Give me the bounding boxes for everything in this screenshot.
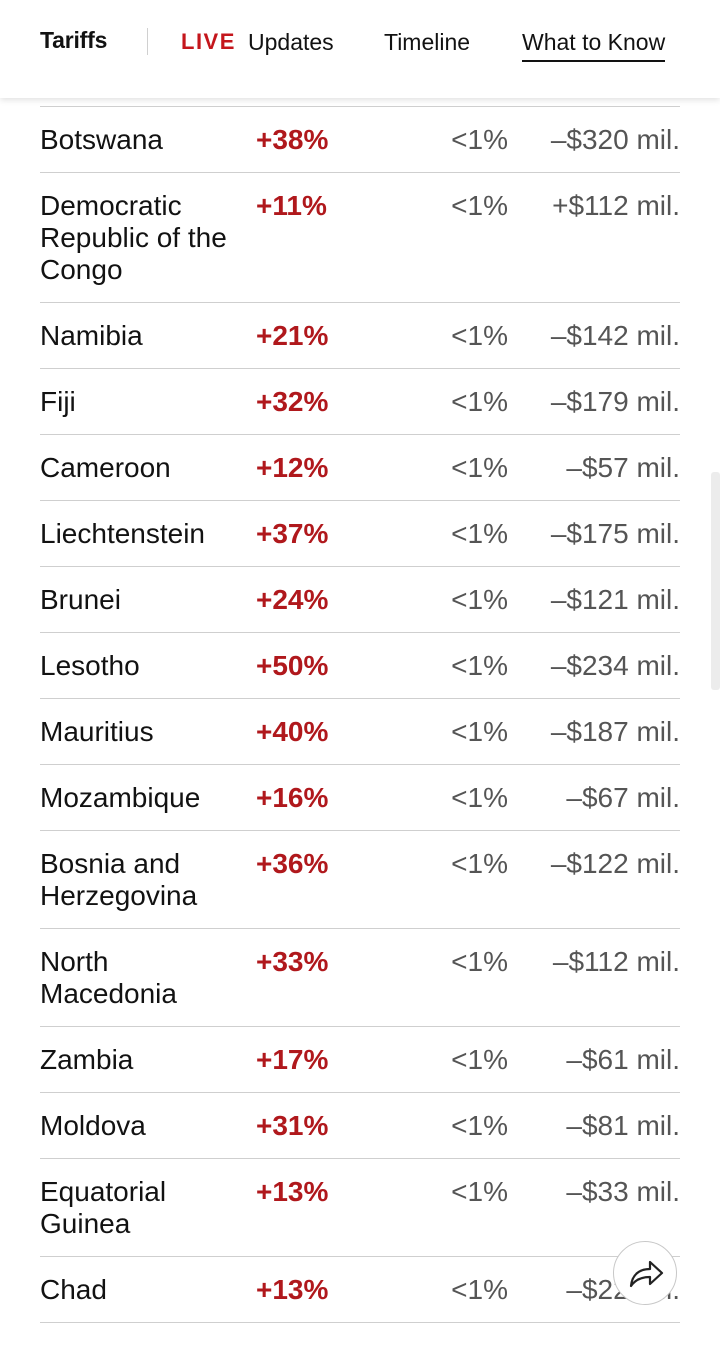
top-navigation: Tariffs LIVE Updates Timeline What to Kn…	[0, 0, 720, 98]
trade-impact: –$234 mil.	[550, 650, 680, 681]
import-share: <1%	[451, 1110, 508, 1141]
country-name: Mauritius	[40, 716, 154, 747]
country-name: Brunei	[40, 584, 121, 615]
tariff-change: +40%	[256, 716, 329, 747]
table-row: Chad+13%<1%–$22 mil.	[40, 1257, 680, 1323]
table-row: Cameroon +12% <1% –$57 mil.	[40, 435, 680, 501]
import-share: <1%	[451, 386, 508, 417]
import-share: <1%	[451, 518, 508, 549]
tariff-change: +16%	[256, 782, 329, 813]
tariff-change: +17%	[256, 1044, 329, 1075]
country-name: Zambia	[40, 1044, 134, 1075]
country-name: Equatorial Guinea	[40, 1176, 167, 1239]
trade-impact: –$57 mil.	[566, 452, 680, 483]
tariff-change: +21%	[256, 320, 329, 351]
trade-impact: –$61 mil.	[566, 1044, 680, 1075]
tariff-change: +38%	[256, 124, 329, 155]
nav-section-title[interactable]: Tariffs	[40, 27, 108, 53]
trade-impact: –$175 mil.	[550, 518, 680, 549]
table-row: Brunei +24% <1% –$121 mil.	[40, 567, 680, 633]
nav-live-badge[interactable]: LIVE	[181, 29, 236, 54]
table-row: Equatorial Guinea +13% <1% –$33 mil.	[40, 1159, 680, 1257]
tariff-change: +24%	[256, 584, 329, 615]
table-row: Mauritius +40% <1% –$187 mil.	[40, 699, 680, 765]
table-row: Liechtenstein +37% <1% –$175 mil.	[40, 501, 680, 567]
tariff-change: +31%	[256, 1110, 329, 1141]
table-row: Bosnia and Herzegovina +36% <1% –$122 mil.	[40, 831, 680, 929]
import-share: <1%	[451, 124, 508, 155]
tariff-table: Botswana +38% <1% –$320 mil. Democratic Repu…	[40, 106, 680, 1323]
country-name: North Macedonia	[40, 946, 177, 1009]
trade-impact: –$142 mil.	[550, 320, 680, 351]
table-row: Mozambique +16% <1% –$67 mil.	[40, 765, 680, 831]
country-name: Chad	[40, 1274, 107, 1305]
table-row: Zambia +17% <1% –$61 mil.	[40, 1027, 680, 1093]
tariff-change: +32%	[256, 386, 329, 417]
import-share: <1%	[451, 848, 508, 879]
import-share: <1%	[451, 782, 508, 813]
country-name: Fiji	[40, 386, 76, 417]
import-share: <1%	[451, 584, 508, 615]
import-share: <1%	[451, 1044, 508, 1075]
trade-impact: –$122 mil.	[550, 848, 680, 879]
trade-impact: –$67 mil.	[566, 782, 680, 813]
import-share: <1%	[451, 190, 508, 221]
nav-updates-link[interactable]: Updates	[248, 29, 334, 55]
import-share: <1%	[451, 320, 508, 351]
table-row: Lesotho +50% <1% –$234 mil.	[40, 633, 680, 699]
tariff-change: +11%	[256, 190, 327, 221]
table-row: Democratic Republic of the Congo +11% <1% +…	[40, 173, 680, 303]
trade-impact: –$112 mil.	[552, 946, 680, 977]
table-row: Botswana +38% <1% –$320 mil.	[40, 107, 680, 173]
tariff-change: +12%	[256, 452, 329, 483]
trade-impact: –$121 mil.	[550, 584, 680, 615]
import-share: <1%	[451, 946, 508, 977]
table-row: North Macedonia +33% <1% –$112 mil.	[40, 929, 680, 1027]
country-name: Democratic Republic of the Congo	[40, 190, 227, 285]
country-name: Namibia	[40, 320, 143, 351]
trade-impact: +$112 mil.	[552, 190, 680, 221]
import-share: <1%	[451, 452, 508, 483]
table-row: Namibia +21% <1% –$142 mil.	[40, 303, 680, 369]
nav-divider	[147, 28, 148, 55]
import-share: <1%	[451, 650, 508, 681]
tariff-change: +37%	[256, 518, 329, 549]
country-name: Bosnia and Herzegovina	[40, 848, 198, 911]
nav-timeline-link[interactable]: Timeline	[384, 29, 471, 55]
tariff-change: +50%	[256, 650, 329, 681]
country-name: Moldova	[40, 1110, 146, 1141]
tariff-change: +33%	[256, 946, 329, 977]
tariff-change: +36%	[256, 848, 329, 879]
import-share: <1%	[451, 1176, 508, 1207]
country-name: Lesotho	[40, 650, 140, 681]
scrollbar[interactable]	[711, 472, 720, 690]
country-name: Cameroon	[40, 452, 171, 483]
import-share: <1%	[451, 716, 508, 747]
tariff-change: +13%	[256, 1176, 329, 1207]
trade-impact: –$33 mil.	[566, 1176, 680, 1207]
country-name: Mozambique	[40, 782, 201, 813]
import-share: <1%	[451, 1274, 508, 1305]
country-name: Botswana	[40, 124, 163, 155]
trade-impact: –$179 mil.	[550, 386, 680, 417]
nav-what-to-know-link[interactable]: What to Know	[522, 29, 666, 62]
table-row: Fiji +32% <1% –$179 mil.	[40, 369, 680, 435]
table-row: Moldova +31% <1% –$81 mil.	[40, 1093, 680, 1159]
share-arrow-icon	[629, 1260, 664, 1288]
country-name: Liechtenstein	[40, 518, 206, 549]
trade-impact: –$320 mil.	[550, 124, 680, 155]
trade-impact: –$187 mil.	[550, 716, 680, 747]
tariff-change: +13%	[256, 1274, 329, 1305]
share-button[interactable]	[613, 1241, 677, 1305]
trade-impact: –$81 mil.	[566, 1110, 680, 1141]
